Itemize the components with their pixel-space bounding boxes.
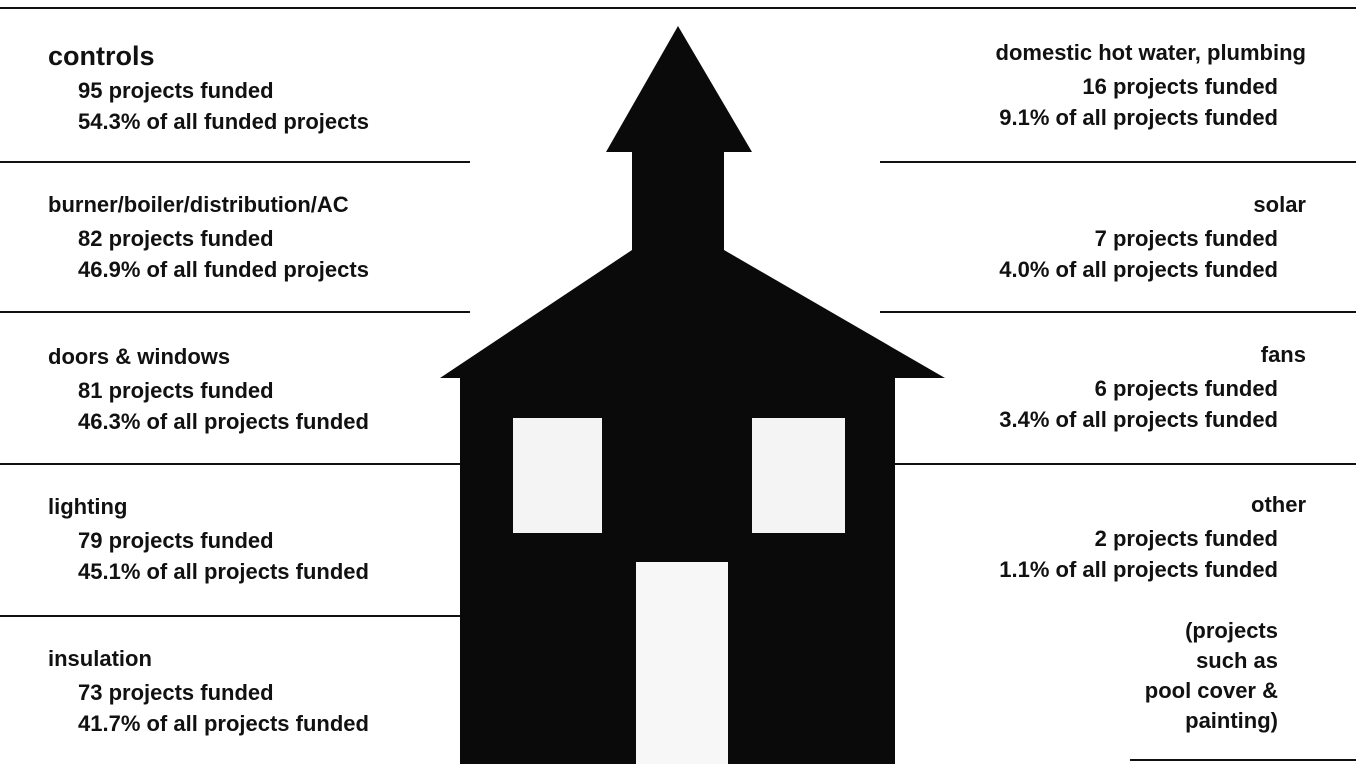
category-name: fans	[1261, 342, 1306, 367]
project-count: 2 projects funded	[1095, 526, 1278, 551]
project-share: 46.3% of all projects funded	[78, 409, 369, 434]
house-silhouette	[440, 26, 945, 764]
window	[513, 418, 602, 533]
category-name: doors & windows	[48, 344, 230, 369]
project-share: 1.1% of all projects funded	[999, 557, 1278, 582]
project-share: 4.0% of all projects funded	[999, 257, 1278, 282]
project-share: 54.3% of all funded projects	[78, 109, 369, 134]
project-count: 82 projects funded	[78, 226, 274, 251]
category-name: solar	[1253, 192, 1306, 217]
project-share: 9.1% of all projects funded	[999, 105, 1278, 130]
project-count: 7 projects funded	[1095, 226, 1278, 251]
project-count: 73 projects funded	[78, 680, 274, 705]
project-share: 46.9% of all funded projects	[78, 257, 369, 282]
project-share: 41.7% of all projects funded	[78, 711, 369, 736]
project-count: 79 projects funded	[78, 528, 274, 553]
project-count: 16 projects funded	[1082, 74, 1278, 99]
note-line: such as	[1196, 648, 1278, 673]
project-share: 3.4% of all projects funded	[999, 407, 1278, 432]
category-name: insulation	[48, 646, 152, 671]
labels: controls 95 projects funded 54.3% of all f…	[48, 40, 1306, 736]
category-name: domestic hot water, plumbing	[996, 40, 1306, 65]
category-name: other	[1251, 492, 1306, 517]
category-name: controls	[48, 41, 155, 71]
note-line: painting)	[1185, 708, 1278, 733]
schoolhouse	[440, 26, 945, 764]
door	[636, 562, 728, 764]
window	[752, 418, 845, 533]
project-count: 6 projects funded	[1095, 376, 1278, 401]
note-line: (projects	[1185, 618, 1278, 643]
project-count: 95 projects funded	[78, 78, 274, 103]
rules	[0, 161, 1356, 761]
note-line: pool cover &	[1145, 678, 1278, 703]
project-share: 45.1% of all projects funded	[78, 559, 369, 584]
category-name: lighting	[48, 494, 127, 519]
category-name: burner/boiler/distribution/AC	[48, 192, 349, 217]
project-count: 81 projects funded	[78, 378, 274, 403]
